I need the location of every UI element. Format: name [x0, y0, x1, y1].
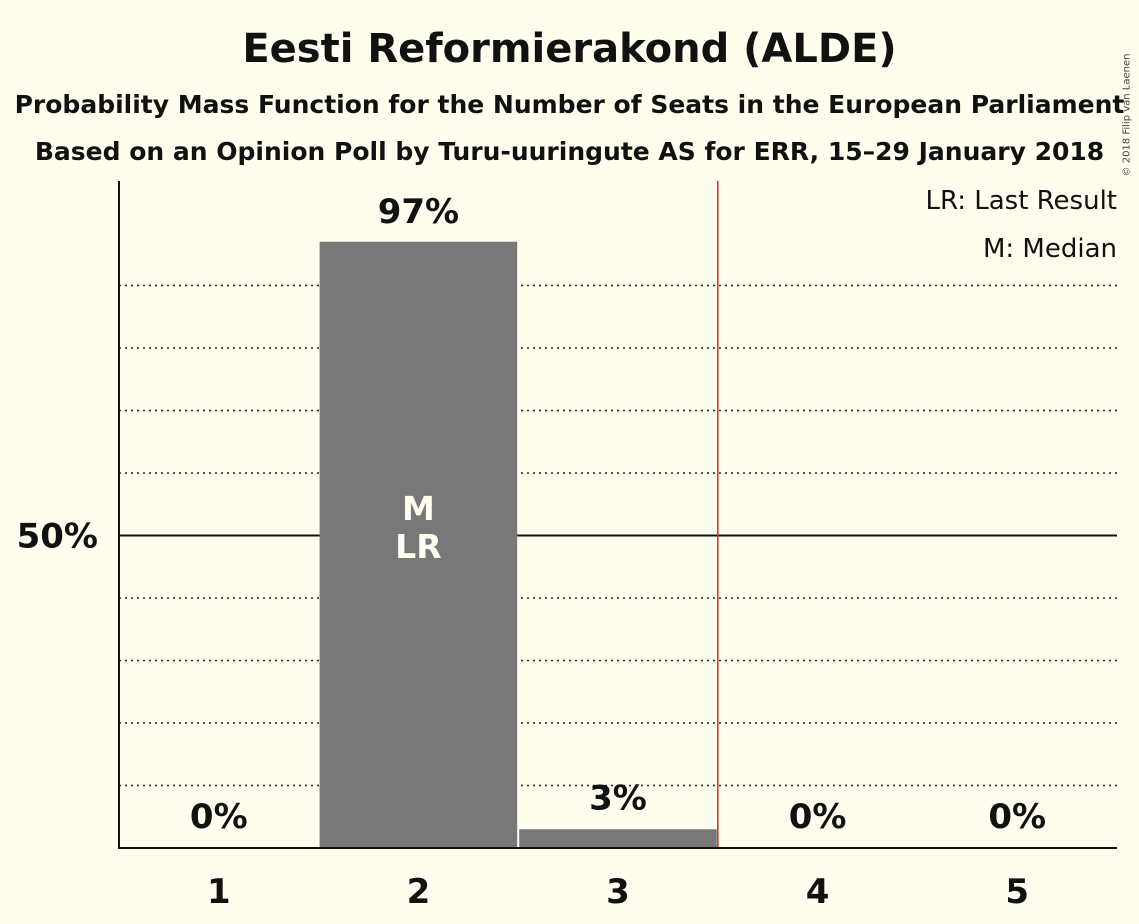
chart-subtitle: Probability Mass Function for the Number…: [14, 90, 1125, 119]
grid-lines: [119, 284, 1117, 787]
bars-group: [319, 241, 717, 848]
value-label-5: 0%: [988, 797, 1046, 837]
bar-annotation-lr: LR: [395, 527, 441, 566]
x-tick-label-4: 4: [806, 872, 830, 912]
x-tick-label-2: 2: [407, 872, 431, 912]
axes-group: [118, 181, 1117, 849]
x-tick-label-3: 3: [606, 872, 630, 912]
legend-last-result: LR: Last Result: [925, 186, 1117, 216]
x-tick-label-5: 5: [1005, 872, 1029, 912]
bar-annotation-m: M: [402, 489, 435, 528]
bar-2: [319, 241, 518, 848]
y-tick-label: 50%: [17, 517, 98, 557]
legend-median: M: Median: [983, 234, 1117, 264]
chart-title: Eesti Reformierakond (ALDE): [242, 26, 897, 72]
bar-3: [519, 829, 717, 848]
chart-source-subtitle: Based on an Opinion Poll by Turu-uuringu…: [34, 137, 1105, 166]
value-label-3: 3%: [589, 778, 647, 818]
x-tick-label-1: 1: [207, 872, 231, 912]
labels-group: 50% 0% 1 97% 2 3% 3 0% 4 0% 5 MLR: [17, 192, 1046, 912]
value-label-2: 97%: [378, 192, 459, 232]
value-label-1: 0%: [190, 797, 248, 837]
value-label-4: 0%: [789, 797, 847, 837]
